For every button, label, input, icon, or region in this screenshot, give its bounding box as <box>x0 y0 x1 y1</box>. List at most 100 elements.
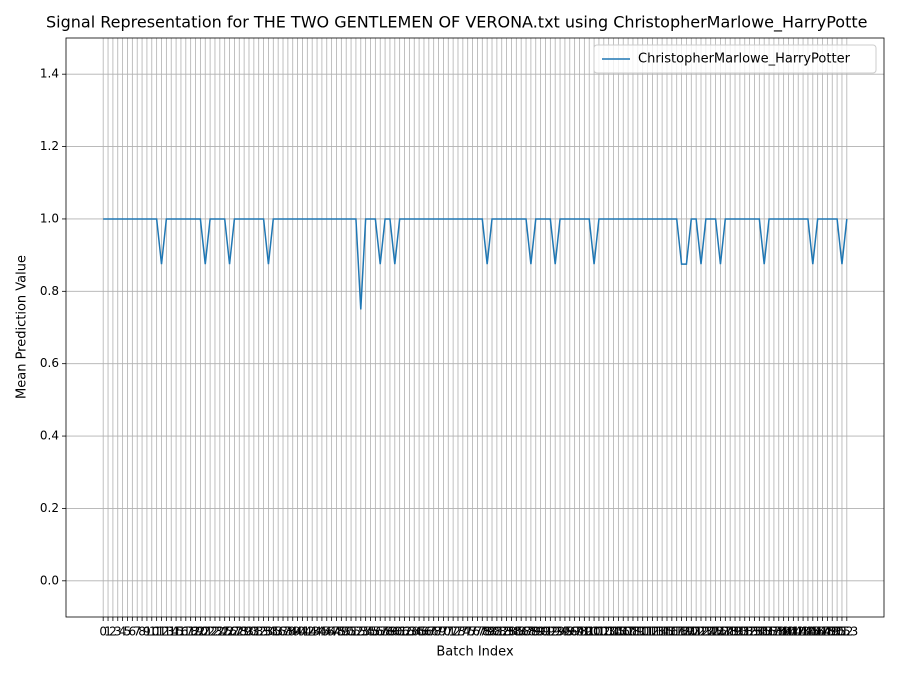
x-tick-label: 124 <box>694 625 717 639</box>
y-tick-label: 0.0 <box>40 573 59 587</box>
x-tick-label: 122 <box>685 625 708 639</box>
x-tick-label: 83 <box>499 625 514 639</box>
x-tick-label: 36 <box>271 625 286 639</box>
x-tick-label: 96 <box>562 625 577 639</box>
legend: ChristopherMarlowe_HarryPotter <box>593 44 877 74</box>
x-tick-label: 150 <box>821 625 844 639</box>
x-tick-label: 76 <box>465 625 480 639</box>
x-tick-label: 89 <box>528 625 543 639</box>
x-tick-label: 73 <box>450 625 465 639</box>
x-tick-label: 64 <box>407 625 422 639</box>
x-tick-label: 41 <box>295 625 310 639</box>
x-tick-label: 59 <box>382 625 397 639</box>
x-tick-label: 13 <box>159 625 174 639</box>
x-tick-label: 146 <box>801 625 824 639</box>
x-tick-label: 34 <box>261 625 276 639</box>
x-tick-label: 117 <box>660 625 683 639</box>
x-tick-label: 50 <box>339 625 354 639</box>
x-tick-label: 53 <box>353 625 368 639</box>
x-tick-label: 52 <box>348 625 363 639</box>
x-tick-label: 119 <box>670 625 693 639</box>
x-tick-label: 145 <box>796 625 819 639</box>
x-tick-label: 22 <box>202 625 217 639</box>
x-tick-label: 115 <box>651 625 674 639</box>
x-tick-label: 0 <box>99 625 107 639</box>
x-tick-label: 56 <box>368 625 383 639</box>
x-tick-label: 20 <box>193 625 208 639</box>
x-tick-label: 15 <box>168 625 183 639</box>
x-tick-label: 107 <box>612 625 635 639</box>
x-tick-label: 149 <box>816 625 839 639</box>
x-tick-label: 132 <box>733 625 756 639</box>
x-tick-label: 98 <box>572 625 587 639</box>
x-tick-label: 102 <box>587 625 610 639</box>
chart-title: Signal Representation for THE TWO GENTLE… <box>46 13 867 33</box>
legend-label: ChristopherMarlowe_HarryPotter <box>638 52 851 67</box>
x-tick-label: 137 <box>758 625 781 639</box>
x-tick-label: 38 <box>280 625 295 639</box>
x-tick-label: 40 <box>290 625 305 639</box>
x-tick-label: 10 <box>144 625 159 639</box>
x-tick-label: 29 <box>236 625 251 639</box>
x-tick-label: 90 <box>533 625 548 639</box>
x-tick-label: 72 <box>445 625 460 639</box>
x-tick-label: 112 <box>636 625 659 639</box>
x-tick-label: 114 <box>646 625 669 639</box>
x-tick-label: 68 <box>426 625 441 639</box>
x-tick-label: 120 <box>675 625 698 639</box>
x-tick-label: 37 <box>275 625 290 639</box>
x-tick-label: 33 <box>256 625 271 639</box>
y-tick-label: 1.2 <box>40 139 59 153</box>
x-tick-label: 45 <box>314 625 329 639</box>
x-tick-label: 87 <box>518 625 533 639</box>
x-tick-label: 31 <box>246 625 261 639</box>
x-tick-label: 62 <box>397 625 412 639</box>
x-tick-label: 142 <box>782 625 805 639</box>
x-tick-label: 71 <box>441 625 456 639</box>
x-tick-label: 49 <box>334 625 349 639</box>
x-tick-label: 125 <box>699 625 722 639</box>
x-tick-label: 23 <box>207 625 222 639</box>
x-tick-label: 116 <box>656 625 679 639</box>
x-tick-label: 51 <box>343 625 358 639</box>
x-tick-label: 25 <box>217 625 232 639</box>
x-tick-label: 131 <box>728 625 751 639</box>
x-tick-label: 85 <box>509 625 524 639</box>
x-tick-label: 110 <box>626 625 649 639</box>
x-tick-label: 101 <box>583 625 606 639</box>
x-tick-label: 152 <box>831 625 854 639</box>
x-tick-label: 74 <box>455 625 470 639</box>
x-tick-label: 105 <box>602 625 625 639</box>
x-tick-label: 9 <box>143 625 151 639</box>
x-tick-label: 30 <box>241 625 256 639</box>
y-tick-label: 0.4 <box>40 429 59 443</box>
x-tick-label: 21 <box>198 625 213 639</box>
x-tick-label: 32 <box>251 625 266 639</box>
x-tick-label: 153 <box>835 625 858 639</box>
x-tick-label: 35 <box>266 625 281 639</box>
x-tick-label: 126 <box>704 625 727 639</box>
y-tick-label: 0.6 <box>40 356 59 370</box>
x-tick-label: 84 <box>504 625 519 639</box>
x-tick-label: 141 <box>777 625 800 639</box>
x-tick-label: 139 <box>767 625 790 639</box>
x-tick-label: 111 <box>631 625 654 639</box>
x-tick-label: 138 <box>762 625 785 639</box>
x-tick-label: 77 <box>470 625 485 639</box>
x-tick-label: 44 <box>309 625 324 639</box>
x-tick-label: 130 <box>724 625 747 639</box>
x-tick-label: 128 <box>714 625 737 639</box>
x-tick-label: 58 <box>377 625 392 639</box>
x-tick-label: 135 <box>748 625 771 639</box>
axes-frame <box>65 37 885 618</box>
x-tick-label: 78 <box>475 625 490 639</box>
x-tick-label: 47 <box>324 625 339 639</box>
x-tick-label: 4 <box>119 625 127 639</box>
x-tick-label: 69 <box>431 625 446 639</box>
x-tick-label: 118 <box>665 625 688 639</box>
x-tick-label: 88 <box>523 625 538 639</box>
x-tick-label: 63 <box>402 625 417 639</box>
x-tick-label: 104 <box>597 625 620 639</box>
x-tick-label: 106 <box>607 625 630 639</box>
